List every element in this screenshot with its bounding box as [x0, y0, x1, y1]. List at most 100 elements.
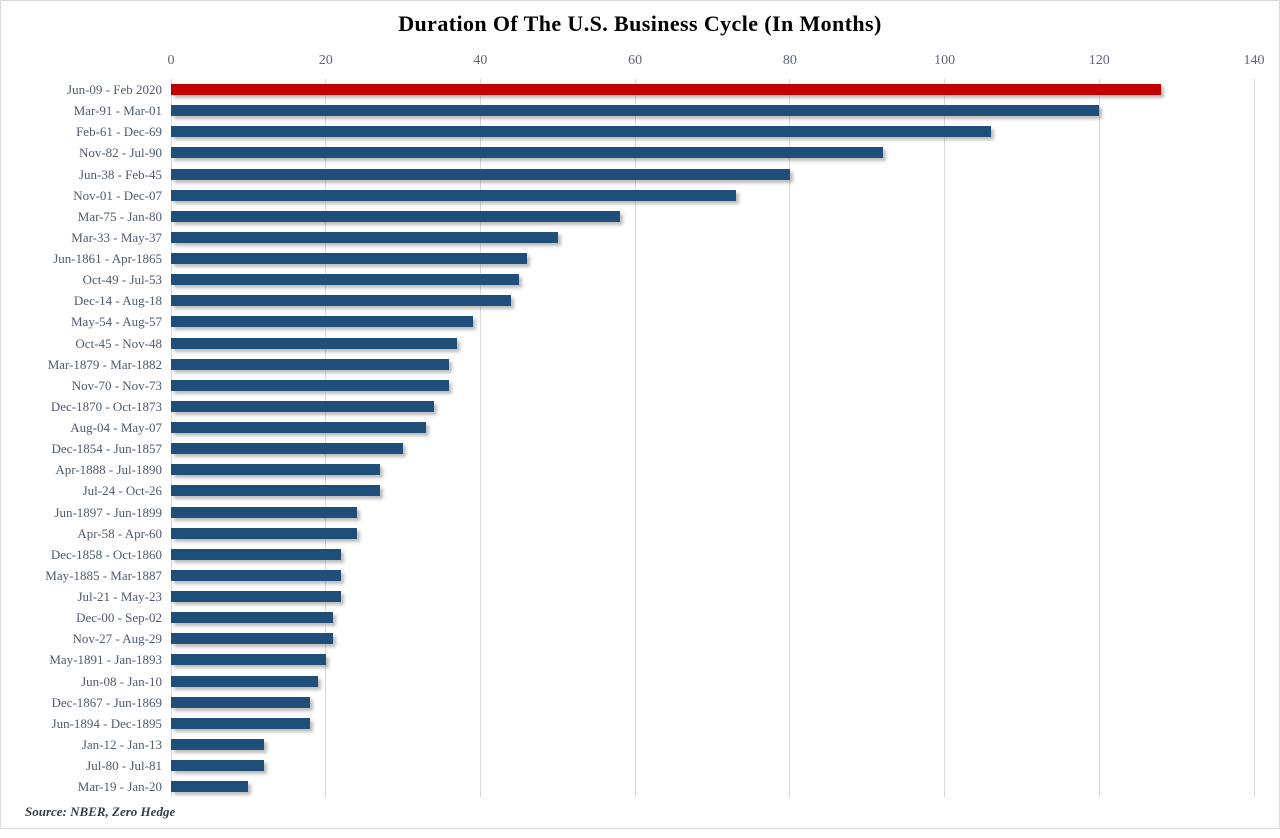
bar [171, 738, 264, 750]
bar-track [171, 379, 1254, 391]
bar [171, 147, 883, 159]
chart-row: Oct-49 - Jul-53 [1, 269, 1254, 290]
category-label: Apr-1888 - Jul-1890 [55, 462, 162, 478]
bar [171, 760, 264, 772]
bar [171, 189, 736, 201]
chart-row: Jun-1861 - Apr-1865 [1, 248, 1254, 269]
bar [171, 210, 620, 222]
gridline [1253, 79, 1255, 797]
bar-track [171, 548, 1254, 560]
category-label: Mar-19 - Jan-20 [77, 779, 162, 795]
bar [171, 675, 318, 687]
bar-track [171, 126, 1254, 138]
bar [171, 443, 404, 455]
category-label: Jul-80 - Jul-81 [86, 758, 162, 774]
chart-row: Dec-1867 - Jun-1869 [1, 692, 1254, 713]
source-note: Source: NBER, Zero Hedge [25, 804, 176, 819]
chart-row: Nov-01 - Dec-07 [1, 185, 1254, 206]
category-label: Jun-38 - Feb-45 [78, 166, 162, 182]
x-tick-label: 120 [1088, 53, 1110, 68]
x-tick-label: 40 [473, 53, 488, 68]
gridline [634, 79, 636, 797]
gridline [944, 79, 946, 797]
bar [171, 274, 520, 286]
category-label: Mar-75 - Jan-80 [77, 208, 162, 224]
chart-row: Jul-80 - Jul-81 [1, 755, 1254, 776]
bar [171, 126, 991, 138]
category-label: May-54 - Aug-57 [71, 314, 162, 330]
bar-track [171, 422, 1254, 434]
category-label: Nov-82 - Jul-90 [78, 145, 162, 161]
bar-track [171, 253, 1254, 265]
bar-track [171, 316, 1254, 328]
category-label: Dec-1867 - Jun-1869 [51, 694, 162, 710]
category-label: Jun-1897 - Jun-1899 [54, 504, 162, 520]
bar-track [171, 738, 1254, 750]
chart-row: Apr-1888 - Jul-1890 [1, 459, 1254, 480]
category-label: Jun-1894 - Dec-1895 [51, 715, 162, 731]
category-label: May-1885 - Mar-1887 [45, 567, 162, 583]
chart-row: Dec-1854 - Jun-1857 [1, 438, 1254, 459]
chart-row: Jan-12 - Jan-13 [1, 734, 1254, 755]
bar [171, 295, 512, 307]
category-label: Mar-1879 - Mar-1882 [47, 356, 162, 372]
x-tick-label: 20 [318, 53, 333, 68]
bar-track [171, 464, 1254, 476]
x-axis: 0 20 40 60 80 100 120 140 [167, 53, 1265, 73]
bar-track [171, 189, 1254, 201]
bar [171, 485, 380, 497]
category-label: May-1891 - Jan-1893 [49, 652, 162, 668]
x-tick-label: 0 [167, 53, 175, 68]
category-label: Dec-00 - Sep-02 [76, 610, 162, 626]
bar-track [171, 105, 1254, 117]
bar [171, 548, 342, 560]
x-tick-label: 60 [628, 53, 643, 68]
bar [171, 168, 790, 180]
bar [171, 612, 334, 624]
bar [171, 781, 249, 793]
chart-row: Nov-82 - Jul-90 [1, 142, 1254, 163]
category-label: Aug-04 - May-07 [70, 420, 162, 436]
x-tick-label: 100 [934, 53, 956, 68]
bar-track [171, 506, 1254, 518]
bar-track [171, 295, 1254, 307]
bar-track [171, 633, 1254, 645]
bar [171, 464, 380, 476]
chart-row: Feb-61 - Dec-69 [1, 121, 1254, 142]
bar [171, 569, 342, 581]
category-label: Mar-91 - Mar-01 [73, 103, 162, 119]
bar [171, 633, 334, 645]
bar-track [171, 231, 1254, 243]
bar [171, 717, 311, 729]
gridline [1098, 79, 1100, 797]
bar-track [171, 274, 1254, 286]
category-label: Nov-01 - Dec-07 [73, 187, 162, 203]
bar-track [171, 527, 1254, 539]
bar [171, 337, 458, 349]
category-label: Jun-1861 - Apr-1865 [53, 251, 162, 267]
chart-row: Jun-09 - Feb 2020 [1, 79, 1254, 100]
chart-row: Jun-1897 - Jun-1899 [1, 502, 1254, 523]
category-label: Jun-08 - Jan-10 [81, 673, 162, 689]
bar-track [171, 337, 1254, 349]
category-label: Feb-61 - Dec-69 [76, 124, 162, 140]
x-tick-label: 80 [782, 53, 797, 68]
bar [171, 231, 558, 243]
bar-track [171, 210, 1254, 222]
bar [171, 379, 450, 391]
category-label: Jan-12 - Jan-13 [81, 736, 162, 752]
category-label: Oct-45 - Nov-48 [75, 335, 162, 351]
chart-rows: Jun-09 - Feb 2020 Mar-91 - Mar-01 Feb-61 -… [1, 79, 1254, 797]
chart-row: Aug-04 - May-07 [1, 417, 1254, 438]
chart-row: Apr-58 - Apr-60 [1, 523, 1254, 544]
bar-track [171, 760, 1254, 772]
bar [171, 591, 342, 603]
bar-track [171, 717, 1254, 729]
category-label: Mar-33 - May-37 [71, 229, 162, 245]
chart-row: Mar-75 - Jan-80 [1, 206, 1254, 227]
bar-track [171, 358, 1254, 370]
bar [171, 696, 311, 708]
chart-row: Mar-1879 - Mar-1882 [1, 354, 1254, 375]
category-label: Dec-14 - Aug-18 [73, 293, 162, 309]
chart-row: Jun-38 - Feb-45 [1, 164, 1254, 185]
